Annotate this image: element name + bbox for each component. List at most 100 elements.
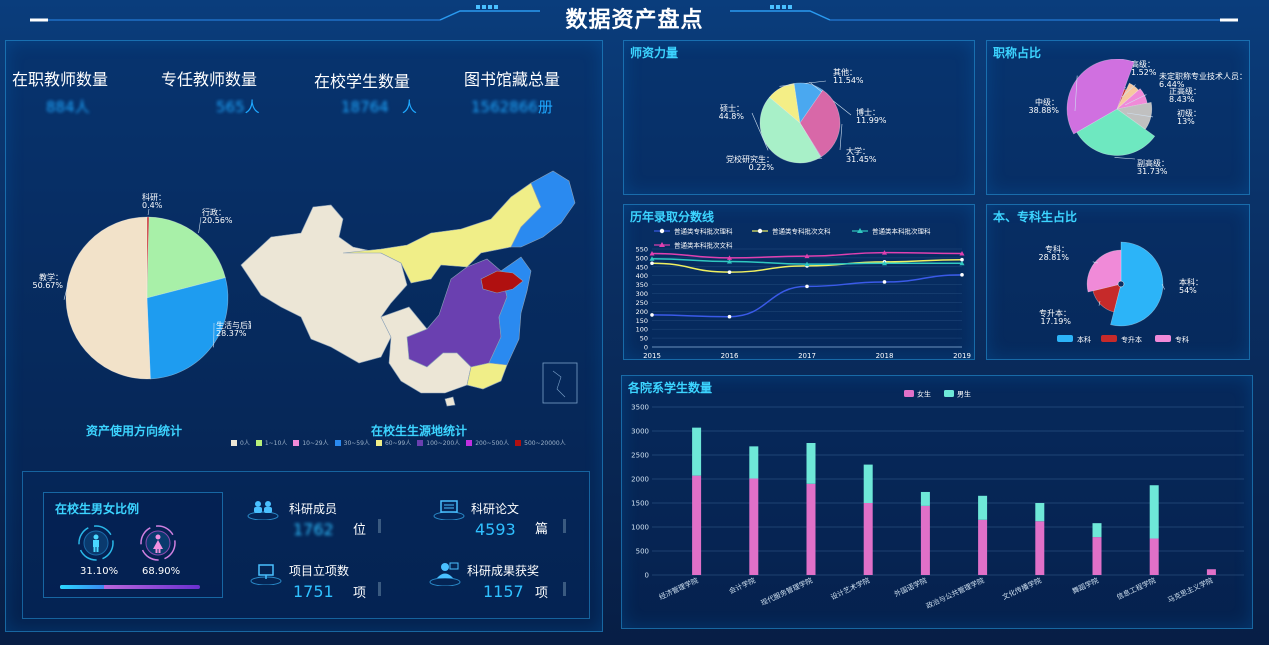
slice-value: 8.43%	[1169, 95, 1195, 104]
slice-value: 31.73%	[1137, 167, 1168, 176]
pie-slice	[768, 83, 801, 124]
data-point	[727, 314, 732, 319]
legend-label: 专升本	[1121, 335, 1142, 344]
teacher-panel: 师资力量 其他： 11.54% 博士： 11.99% 大学： 31.45% 党校研究生： 0.…	[623, 40, 975, 195]
research-value: 1751	[293, 582, 334, 601]
x-tick-label: 2016	[721, 352, 739, 360]
data-point	[882, 260, 887, 266]
panel-title: 历年录取分数线	[630, 210, 715, 224]
slice-label: 初级：	[1177, 108, 1201, 118]
x-tick-label: 2019	[953, 352, 971, 360]
map-legend-item[interactable]: 10~29人	[293, 438, 329, 447]
legend-swatch	[944, 390, 954, 397]
pie-slice	[799, 122, 822, 158]
data-point	[882, 280, 887, 284]
leader-line	[198, 216, 202, 234]
stat-value: 884	[46, 98, 75, 116]
legend-swatch	[231, 439, 237, 446]
degree-panel: 本、专科生占比 本科： 54% 专升本： 17.19% 专科： 28.81% 本科 专升本 专科	[986, 204, 1250, 360]
y-tick-label: 150	[636, 317, 648, 325]
bar-segment	[1035, 503, 1045, 522]
map-legend-item[interactable]: 100~200人	[417, 438, 460, 447]
research-value: 1762	[293, 520, 334, 539]
stat-unit: 人	[74, 98, 90, 116]
map-legend-item[interactable]: 200~500人	[466, 438, 509, 447]
panel-title: 本、专科生占比	[993, 210, 1078, 224]
slice-label: 硕士：	[720, 103, 744, 113]
slice-value: 1.52%	[1131, 68, 1157, 77]
legend-item[interactable]: 女生	[904, 390, 931, 399]
panel-title: 各院系学生数量	[628, 381, 713, 395]
data-point	[959, 260, 965, 266]
y-tick-label: 2000	[631, 476, 649, 484]
legend-item[interactable]: 专升本	[1101, 335, 1142, 344]
leader-line	[1124, 94, 1147, 106]
leader-line	[63, 283, 69, 300]
legend-swatch	[515, 439, 522, 446]
legend-item[interactable]: 普通类专科批次文科	[752, 227, 831, 236]
bar-segment	[920, 491, 930, 506]
bar-segment	[1092, 523, 1102, 538]
data-point	[960, 273, 964, 277]
bar-segment	[1035, 521, 1045, 575]
stat-value: 18764	[341, 98, 389, 116]
legend-item[interactable]: 本科	[1057, 335, 1091, 344]
slice-label: 党校研究生：	[726, 154, 774, 164]
leader-line	[1098, 300, 1101, 306]
asset-pie-caption: 资产使用方向统计	[86, 424, 183, 438]
bar-segment	[863, 464, 873, 503]
slice-value: 54%	[1179, 286, 1197, 295]
y-tick-label: 1000	[631, 524, 649, 532]
x-tick-label: 2018	[876, 352, 894, 360]
map-inset-frame	[542, 362, 578, 404]
pie-slice	[146, 216, 226, 299]
leader-line	[1161, 283, 1165, 290]
pie-slice	[759, 96, 822, 164]
panel-title: 职称占比	[993, 46, 1042, 60]
slice-value: 11.54%	[833, 76, 864, 85]
legend-label: 男生	[957, 390, 971, 399]
divider	[378, 519, 381, 533]
team-icon	[247, 501, 279, 520]
legend-item[interactable]: 男生	[944, 390, 971, 399]
map-region-northeast	[510, 170, 576, 248]
research-label: 项目立项数	[289, 564, 350, 578]
bar-segment	[863, 503, 873, 575]
map-legend: 0人 1~10人 10~29人 30~59人 60~99人 100~200人 200~500…	[231, 438, 572, 448]
legend-label: 100~200人	[426, 440, 461, 447]
pie-slice	[799, 89, 841, 158]
legend-item[interactable]: 专科	[1155, 335, 1189, 344]
china-map	[240, 170, 578, 407]
map-legend-item[interactable]: 500~20000人	[515, 438, 566, 447]
paper-icon	[433, 500, 465, 520]
map-legend-item[interactable]: 0人	[231, 438, 250, 447]
map-region-east	[488, 256, 532, 366]
legend-item[interactable]: 普通类专科批次理科	[654, 227, 733, 236]
map-legend-item[interactable]: 60~99人	[375, 438, 411, 447]
y-tick-label: 550	[636, 246, 648, 254]
slice-label: 教学：	[39, 272, 63, 282]
legend-swatch	[334, 439, 341, 446]
stat-fulltime-teachers: 565人	[216, 96, 260, 117]
y-tick-label: 450	[636, 263, 648, 271]
map-legend-item[interactable]: 30~59人	[334, 438, 370, 447]
research-unit: 项	[535, 586, 549, 601]
legend-marker	[659, 228, 665, 234]
y-tick-label: 50	[640, 335, 648, 343]
slice-label: 中级：	[1035, 97, 1059, 107]
research-unit: 位	[353, 523, 367, 538]
legend-item[interactable]: 普通类本科批次理科	[852, 227, 931, 236]
legend-swatch	[417, 439, 424, 446]
map-legend-item[interactable]: 1~10人	[255, 438, 287, 447]
leader-line	[751, 112, 769, 151]
y-tick-label: 250	[636, 299, 648, 307]
research-unit: 项	[353, 586, 367, 601]
slice-value: 17.19%	[1040, 317, 1071, 326]
pie-slice	[1066, 59, 1135, 135]
legend-label: 普通类专科批次理科	[674, 227, 733, 236]
y-tick-label: 0	[645, 572, 649, 580]
bar-segment	[692, 475, 702, 575]
legend-item[interactable]: 普通类本科批次文科	[654, 241, 733, 250]
overview-panel: 在职教师数量 专任教师数量 在校学生数量 图书馆藏总量 884人 565人 18…	[5, 40, 603, 632]
